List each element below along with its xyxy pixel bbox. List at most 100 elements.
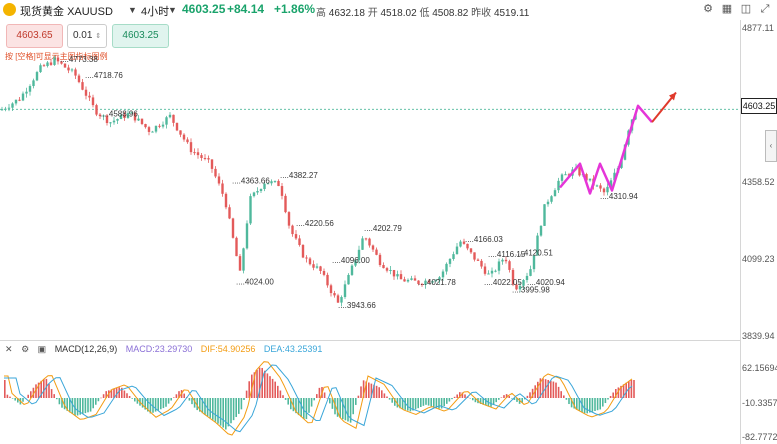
price-axis-label: 3839.94 <box>742 331 775 341</box>
macd-histogram-bar <box>131 398 133 399</box>
candle-body <box>557 180 560 191</box>
symbol-chevron-down-icon[interactable]: ▼ <box>128 5 137 15</box>
macd-histogram-bar <box>74 398 76 416</box>
fullscreen-icon[interactable]: ⤢ <box>760 3 770 15</box>
macd-histogram-bar <box>326 397 328 399</box>
macd-histogram-bar <box>232 398 235 421</box>
top-bar: 现货黄金 XAUUSD ▼ 4小时 ▼ 4603.25 +84.14 +1.86… <box>0 0 777 20</box>
macd-histogram-bar <box>147 398 149 412</box>
macd-histogram-bar <box>472 398 474 401</box>
peak-label: ....4310.94 <box>600 192 638 201</box>
candle-body <box>525 275 529 281</box>
candle-body <box>389 269 392 271</box>
macd-histogram-bar <box>347 398 349 422</box>
macd-histogram-bar <box>521 398 523 403</box>
macd-histogram-bar <box>162 398 165 409</box>
macd-histogram-bar <box>266 373 269 398</box>
macd-histogram-bar <box>620 385 622 398</box>
candle-body <box>490 270 494 274</box>
candle-body <box>480 260 483 267</box>
macd-histogram-bar <box>404 398 406 410</box>
candle-body <box>105 115 109 124</box>
macd-histogram-bar <box>396 398 399 408</box>
symbol-selector[interactable]: 现货黄金 XAUUSD <box>20 3 113 19</box>
macd-histogram-bar <box>115 388 118 398</box>
candle-body <box>53 57 56 65</box>
candle-body <box>564 174 567 176</box>
candle-body <box>438 277 441 281</box>
macd-histogram-bar <box>225 398 227 430</box>
price-axis-scroll-handle[interactable]: ‹ <box>765 130 777 162</box>
macd-histogram-bar <box>370 383 373 398</box>
macd-histogram-bar <box>560 391 562 398</box>
candle-body <box>392 269 396 277</box>
candle-body <box>595 185 599 187</box>
macd-histogram-bar <box>568 398 570 405</box>
settings-icon[interactable]: ⚙ <box>703 3 713 15</box>
candle-body <box>4 108 7 110</box>
pane-divider[interactable] <box>0 340 740 341</box>
candle-body <box>361 238 364 250</box>
candle-body <box>245 223 249 249</box>
settings-icon[interactable]: ⚙ <box>21 344 30 354</box>
close-icon[interactable]: ✕ <box>5 344 13 354</box>
candle-body <box>196 152 200 156</box>
peak-label: ....3943.66 <box>338 301 376 310</box>
arrow-head-icon <box>669 92 676 101</box>
macd-histogram-bar <box>100 397 102 399</box>
candle-body <box>578 167 581 176</box>
macd-histogram-bar <box>563 395 565 398</box>
macd-histogram-bar <box>95 398 97 405</box>
candle-body <box>147 127 151 132</box>
macd-histogram-bar <box>76 398 79 416</box>
macd-histogram-bar <box>570 398 573 408</box>
grid-icon[interactable]: ▦ <box>721 3 733 15</box>
candle-body <box>109 122 112 124</box>
macd-histogram-bar <box>355 398 357 405</box>
macd-histogram-bar <box>331 398 334 409</box>
macd-histogram-bar <box>596 398 599 411</box>
hide-icon[interactable]: ▣ <box>37 344 47 354</box>
candle-body <box>249 196 252 224</box>
macd-histogram-bar <box>284 398 287 400</box>
macd-histogram-bar <box>71 398 74 414</box>
indicator-legend-hint: 按 [空格]可显示主图指标图例 <box>5 52 108 61</box>
forecast-path <box>559 104 653 195</box>
macd-histogram-bar <box>451 398 453 400</box>
timeframe-chevron-down-icon[interactable]: ▼ <box>168 5 177 15</box>
macd-histogram-bar <box>607 398 609 400</box>
macd-histogram-bar <box>17 398 19 403</box>
macd-histogram-bar <box>334 398 336 415</box>
candle-body <box>515 284 518 290</box>
candle-body <box>207 158 210 160</box>
macd-histogram-bar <box>438 398 440 409</box>
macd-histogram-bar <box>482 398 484 405</box>
candle-body <box>210 159 214 169</box>
sell-price-button[interactable]: 4603.65 <box>6 24 63 48</box>
macd-histogram-bar <box>199 398 201 412</box>
macd-histogram-bar <box>505 394 508 398</box>
macd-histogram-bar <box>459 392 461 398</box>
macd-histogram-bar <box>313 398 315 401</box>
timeframe-selector[interactable]: 4小时 <box>141 6 170 18</box>
candle-body <box>172 114 175 123</box>
macd-histogram-bar <box>256 369 258 398</box>
dea-value: DEA:43.25391 <box>263 344 323 354</box>
macd-histogram-bar <box>323 392 326 398</box>
camera-icon[interactable]: ◫ <box>740 3 752 15</box>
macd-histogram-bar <box>461 392 464 398</box>
candle-body <box>333 293 336 296</box>
peak-label: ....4020.94 <box>527 278 565 287</box>
buy-price-button[interactable]: 4603.25 <box>112 24 169 48</box>
macd-histogram-bar <box>516 398 518 402</box>
quantity-stepper[interactable]: 0.01 ⇕ <box>67 24 107 48</box>
macd-histogram-bar <box>617 387 620 398</box>
candle-body <box>357 249 361 261</box>
price-change: +84.14 <box>227 2 265 16</box>
macd-histogram-bar <box>45 378 48 398</box>
candle-body <box>326 274 329 286</box>
macd-histogram-bar <box>134 398 136 402</box>
macd-histogram-bar <box>201 398 204 414</box>
candle-body <box>413 278 417 281</box>
